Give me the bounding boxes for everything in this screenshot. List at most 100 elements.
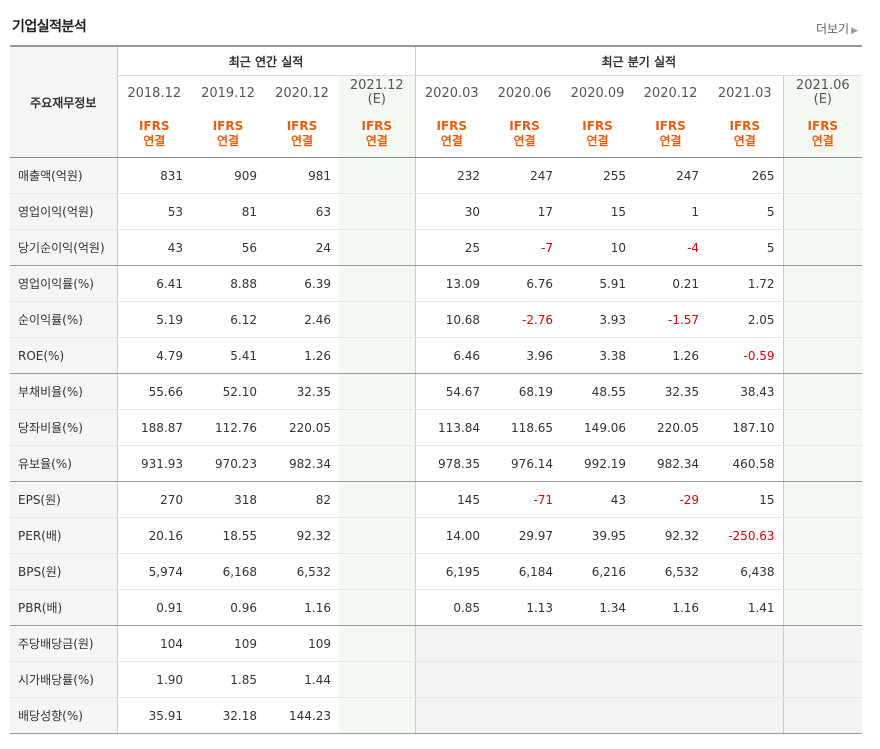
value-cell: 14.00 [415,517,489,554]
value-cell: 970.23 [191,445,265,482]
value-cell [634,697,708,734]
value-cell: 63 [265,193,339,230]
value-cell: 6.39 [265,265,339,302]
period-header: 2020.12 [643,85,698,101]
value-cell [782,481,863,518]
consolidated-label: 연결 [659,133,682,148]
row-label: 시가배당률(%) [10,661,118,698]
value-cell: 6,195 [415,553,489,590]
value-cell [488,697,562,734]
value-cell: 92.32 [634,517,708,554]
period-header-estimate: 2021.12 (E) [339,75,416,110]
value-cell: 5 [707,229,784,266]
value-cell: 1.16 [634,589,708,626]
value-cell: 5.41 [191,337,265,374]
period-header: 2020.12 [275,85,329,101]
value-cell [707,697,784,734]
value-cell [339,517,416,554]
value-cell: 6,168 [191,553,265,590]
value-cell: 0.85 [415,589,489,626]
value-cell [339,157,416,194]
row-label-text: 당기순이익(억원) [18,241,105,255]
value-cell: 35.91 [117,697,191,734]
row-label-text: PER(배) [18,529,62,543]
value-cell: 931.93 [117,445,191,482]
table-row: BPS(원) 5,974 6,168 6,532 6,195 6,184 6,216 6,53… [10,553,863,590]
value-cell: 6.41 [117,265,191,302]
consolidated-label: 연결 [440,133,463,148]
value-cell: 112.76 [191,409,265,446]
period-header: 2020.06 [497,85,552,101]
financial-table: 주요재무정보 최근 연간 실적 최근 분기 실적 2018.12 2019.12 2… [10,45,863,734]
value-cell: -2.76 [488,301,562,338]
period-header: 2018.12 [127,85,182,101]
value-cell: 1.26 [265,337,339,374]
accounting-standard-label: IFRS 연결 [117,110,191,158]
estimate-date: 2021.12 [349,78,404,93]
value-cell [782,409,863,446]
value-cell [488,625,562,662]
table-row: 당좌비율(%) 188.87 112.76 220.05 113.84 118.65 149… [10,409,863,446]
row-label: PER(배) [10,517,118,554]
value-cell: 3.38 [561,337,635,374]
accounting-standard-label: IFRS 연결 [265,110,339,158]
row-label-text: EPS(원) [18,493,61,507]
value-cell: 188.87 [117,409,191,446]
value-cell: 1.16 [265,589,339,626]
value-cell: 6.46 [415,337,489,374]
accounting-standard-label: IFRS 연결 [782,110,863,158]
value-cell: 1.34 [561,589,635,626]
value-cell: 247 [488,157,562,194]
ifrs-label: IFRS [212,118,244,133]
value-cell [339,301,416,338]
more-label: 더보기 [815,22,850,36]
value-cell [415,661,489,698]
more-link[interactable]: 더보기 ▶ [816,20,858,37]
value-cell [488,661,562,698]
value-cell: 5.91 [561,265,635,302]
value-cell: 1.85 [191,661,265,698]
value-cell: 82 [265,481,339,518]
value-cell: 10.68 [415,301,489,338]
row-label: 주당배당금(원) [10,625,118,662]
row-label: 부채비율(%) [10,373,118,410]
period-header: 2020.03 [424,85,479,101]
value-cell: 15 [561,193,635,230]
value-cell [339,193,416,230]
value-cell: 81 [191,193,265,230]
value-cell: 53 [117,193,191,230]
value-cell: 68.19 [488,373,562,410]
table-row: 유보율(%) 931.93 970.23 982.34 978.35 976.14 992.… [10,445,863,482]
consolidated-label: 연결 [290,133,314,148]
value-cell: 118.65 [488,409,562,446]
row-label-text: 유보율(%) [18,457,72,471]
value-cell: -1.57 [634,301,708,338]
value-cell: 255 [561,157,635,194]
value-cell: 3.93 [561,301,635,338]
value-cell [707,661,784,698]
table-row: 매출액(억원) 831 909 981 232 247 255 247 265 [10,157,863,194]
value-cell [339,589,416,626]
row-label: PBR(배) [10,589,118,626]
row-label: EPS(원) [10,481,118,518]
table-row: 배당성향(%) 35.91 32.18 144.23 [10,697,863,734]
value-cell [561,625,635,662]
value-cell: 8.88 [191,265,265,302]
value-cell [782,157,863,194]
table-row: 주당배당금(원) 104 109 109 [10,625,863,662]
value-cell [339,661,416,698]
value-cell: 265 [707,157,784,194]
consolidated-label: 연결 [811,133,834,148]
accounting-standard-label: IFRS 연결 [707,110,784,158]
annual-group-header: 최근 연간 실적 [117,45,416,76]
value-cell: 17 [488,193,562,230]
row-label: 당좌비율(%) [10,409,118,446]
value-cell: -4 [634,229,708,266]
row-label-text: 매출액(억원) [18,169,83,183]
period-header: 2021.03 [717,85,772,101]
value-cell: 1.44 [265,661,339,698]
value-cell: 1.41 [707,589,784,626]
value-cell: 1.13 [488,589,562,626]
ifrs-label: IFRS [436,118,468,133]
row-label-text: 배당성향(%) [18,709,83,723]
